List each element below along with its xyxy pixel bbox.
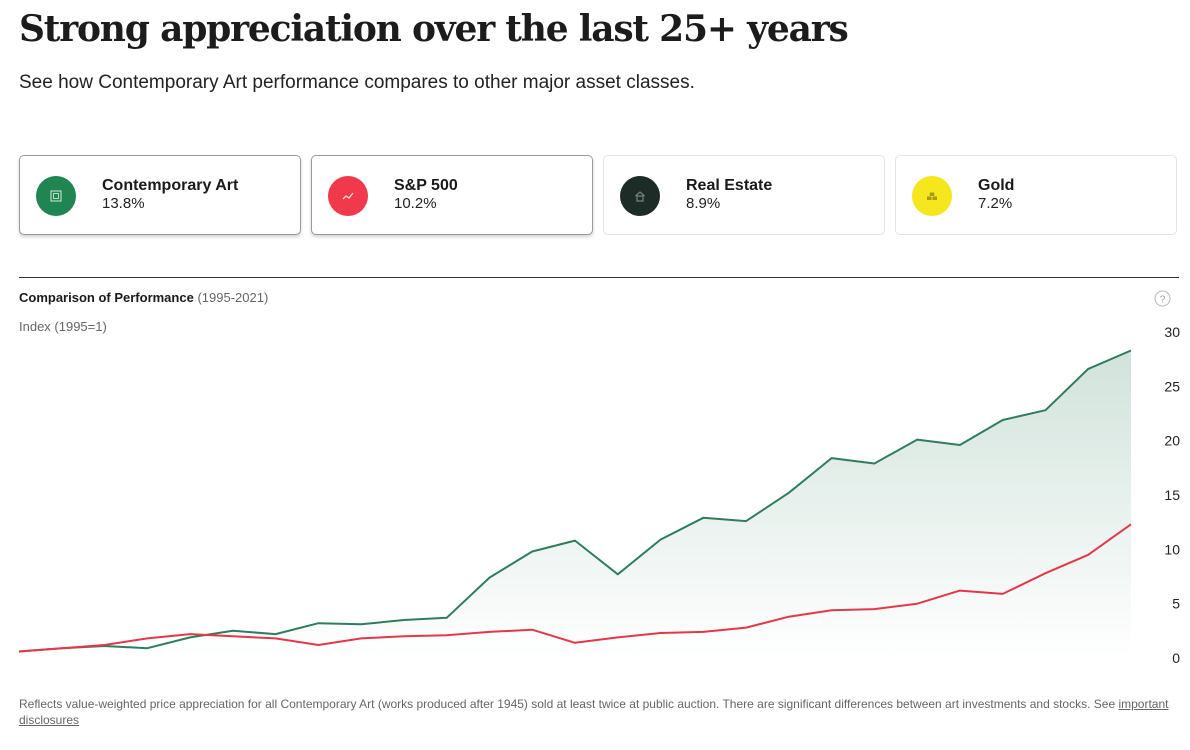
y-tick-label: 30 [1164, 324, 1180, 340]
asset-name: Gold [978, 177, 1015, 194]
asset-card-sp500[interactable]: S&P 500 10.2% [311, 155, 593, 235]
data-point [574, 539, 576, 541]
y-tick-label: 0 [1172, 650, 1180, 666]
data-point [830, 457, 832, 459]
data-point [274, 637, 276, 639]
data-point [446, 617, 448, 619]
svg-text:?: ? [1160, 294, 1166, 305]
series-area-0 [19, 350, 1131, 658]
y-axis-label: Index (1995=1) [19, 319, 107, 334]
data-point [1044, 409, 1046, 411]
series-line-1 [18, 523, 1132, 653]
chart-title-text: Comparison of Performance [19, 290, 194, 305]
footnote-text: Reflects value-weighted price appreciati… [19, 697, 1116, 711]
data-point [745, 520, 747, 522]
data-point [403, 635, 405, 637]
data-point [232, 635, 234, 637]
data-point [788, 492, 790, 494]
asset-return: 13.8% [102, 195, 145, 212]
asset-class-cards: Contemporary Art 13.8% S&P 500 10.2% Rea… [19, 155, 1179, 237]
data-point [317, 622, 319, 624]
data-point [617, 636, 619, 638]
data-point [488, 631, 490, 633]
data-point [360, 637, 362, 639]
data-point [916, 603, 918, 605]
data-point [1044, 572, 1046, 574]
data-point [574, 642, 576, 644]
data-point [830, 609, 832, 611]
data-point [873, 462, 875, 464]
data-point [274, 633, 276, 635]
data-point [1087, 368, 1089, 370]
data-point [61, 647, 63, 649]
asset-name: Contemporary Art [102, 177, 239, 194]
data-point [788, 616, 790, 618]
data-point [103, 644, 105, 646]
data-point [617, 573, 619, 575]
y-tick-label: 5 [1172, 596, 1180, 612]
chart-icon [328, 176, 368, 216]
gold-bars-icon [912, 176, 952, 216]
data-point [959, 444, 961, 446]
page-title: Strong appreciation over the last 25+ ye… [19, 8, 849, 50]
divider [19, 277, 1179, 278]
asset-return: 7.2% [978, 195, 1013, 212]
data-point [189, 633, 191, 635]
data-point [146, 647, 148, 649]
chart-title: Comparison of Performance (1995-2021) [19, 290, 268, 305]
chart-date-range: (1995-2021) [197, 290, 269, 305]
frame-icon [36, 176, 76, 216]
data-point [531, 550, 533, 552]
data-point [1087, 554, 1089, 556]
asset-return: 8.9% [686, 195, 721, 212]
data-point [1130, 349, 1132, 351]
asset-card-gold[interactable]: Gold 7.2% [895, 155, 1177, 235]
data-point [403, 619, 405, 621]
data-point [189, 636, 191, 638]
question-mark-icon[interactable]: ? [1154, 290, 1171, 312]
performance-chart: 0 5 10 15 20 25 30 [18, 324, 1180, 666]
data-point [1130, 523, 1132, 525]
data-point [446, 634, 448, 636]
asset-name: Real Estate [686, 177, 773, 194]
data-point [488, 576, 490, 578]
page-subtitle: See how Contemporary Art performance com… [19, 72, 695, 93]
data-point [317, 644, 319, 646]
data-point [916, 438, 918, 440]
house-icon [620, 176, 660, 216]
data-point [146, 637, 148, 639]
data-point [232, 630, 234, 632]
data-point [745, 626, 747, 628]
asset-card-contemporary-art[interactable]: Contemporary Art 13.8% [19, 155, 301, 235]
asset-card-real-estate[interactable]: Real Estate 8.9% [603, 155, 885, 235]
important-disclosures-link[interactable]: important disclosures [19, 697, 1169, 727]
y-tick-label: 20 [1164, 433, 1180, 449]
data-point [702, 517, 704, 519]
data-point [531, 629, 533, 631]
data-point [360, 623, 362, 625]
data-point [659, 538, 661, 540]
footnote: Reflects value-weighted price appreciati… [19, 696, 1169, 728]
data-point [659, 632, 661, 634]
data-point [1002, 419, 1004, 421]
data-point [959, 589, 961, 591]
asset-return: 10.2% [394, 195, 437, 212]
y-tick-label: 25 [1164, 378, 1180, 394]
y-tick-label: 15 [1164, 487, 1180, 503]
data-point [18, 650, 20, 652]
data-point [873, 608, 875, 610]
data-point [1002, 593, 1004, 595]
data-point [702, 631, 704, 633]
asset-name: S&P 500 [394, 177, 458, 194]
y-tick-label: 10 [1164, 541, 1180, 557]
